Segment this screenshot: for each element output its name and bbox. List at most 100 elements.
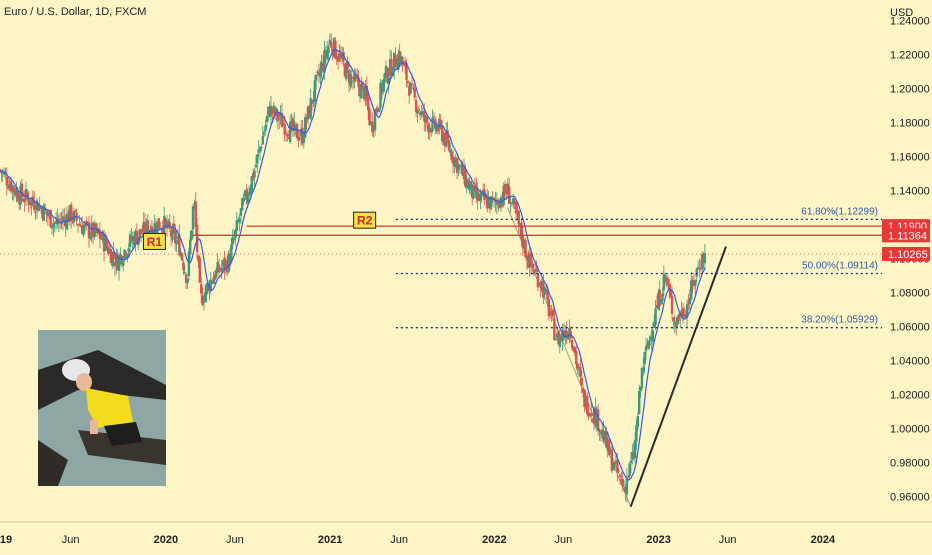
candle-body — [210, 282, 214, 284]
candle-body — [584, 395, 588, 406]
candle-body — [287, 137, 290, 139]
candle-body — [135, 231, 139, 244]
candle-body — [681, 308, 685, 318]
candle-body — [15, 189, 18, 196]
candle-body — [368, 109, 371, 125]
candle-body — [375, 108, 378, 112]
candle-body — [543, 287, 546, 295]
candle-body — [165, 220, 169, 229]
candle-body — [321, 63, 325, 71]
price-tick-label: 1.24000 — [890, 15, 930, 27]
candle-body — [401, 57, 404, 65]
candle-body — [12, 186, 15, 192]
candle-body — [436, 126, 440, 132]
candle-body — [575, 351, 578, 365]
candle-body — [282, 124, 285, 126]
candle-body — [555, 333, 559, 339]
candle-body — [212, 277, 215, 284]
candle-body — [87, 222, 91, 239]
candle-body — [372, 128, 375, 131]
candle-body — [291, 118, 295, 131]
candle-body — [408, 86, 411, 96]
candle-body — [286, 134, 289, 137]
fib-level-label: 61.80%(1.12299) — [801, 206, 878, 217]
candle-body — [369, 121, 373, 123]
candle-body — [454, 159, 457, 161]
candle-body — [542, 282, 545, 298]
candle-body — [195, 224, 199, 253]
candle-body — [570, 340, 574, 349]
candle-body — [672, 317, 675, 322]
candle-body — [305, 120, 308, 122]
candle-body — [343, 64, 347, 77]
candle-body — [438, 118, 441, 129]
candle-body — [379, 82, 382, 108]
candle-body — [284, 131, 288, 133]
candle-body — [524, 240, 527, 258]
candle-body — [429, 129, 433, 133]
candle-body — [421, 111, 425, 114]
time-tick-label: Jun — [226, 534, 244, 546]
candle-body — [74, 210, 77, 212]
candle-body — [141, 232, 144, 234]
candle-body — [614, 459, 618, 461]
candle-body — [108, 249, 111, 253]
candle-body — [130, 236, 133, 242]
candle-body — [308, 105, 311, 117]
level-label-box — [353, 211, 377, 229]
candle-body — [5, 176, 9, 186]
candle-body — [595, 409, 598, 427]
candle-body — [488, 196, 492, 209]
candle-body — [535, 269, 538, 272]
candle-body — [245, 189, 248, 200]
candle-body — [234, 230, 237, 238]
candle-body — [193, 203, 196, 205]
candle-body — [34, 212, 37, 214]
candle-body — [143, 222, 147, 235]
price-tick-label: 1.06000 — [890, 321, 930, 333]
candle-body — [230, 244, 233, 262]
candle-body — [666, 278, 670, 286]
candle-body — [46, 212, 50, 217]
candle-body — [27, 198, 30, 206]
candle-body — [544, 290, 548, 292]
candle-body — [410, 83, 414, 85]
candle-body — [65, 213, 69, 230]
candle-body — [621, 478, 624, 487]
candle-body — [399, 55, 403, 64]
candle-body — [636, 415, 640, 427]
candle-body — [48, 212, 51, 216]
candle-body — [657, 292, 660, 310]
candle-body — [320, 62, 323, 72]
candle-body — [406, 81, 410, 84]
price-tick-label: 0.98000 — [890, 457, 930, 469]
candle-body — [117, 255, 121, 271]
candle-body — [350, 76, 353, 79]
candle-body — [425, 117, 429, 124]
candle-body — [483, 190, 486, 200]
candle-body — [252, 172, 255, 179]
fib-level-label: 38.20%(1.05929) — [801, 315, 878, 326]
candle-body — [317, 73, 321, 76]
candle-body — [617, 470, 620, 472]
price-tag — [882, 228, 930, 243]
candle-body — [529, 252, 533, 266]
price-tick-label: 1.22000 — [890, 49, 930, 61]
candle-body — [490, 196, 493, 208]
candle-body — [465, 179, 468, 189]
candle-body — [395, 67, 399, 69]
time-tick-label: 2024 — [811, 534, 836, 546]
candle-body — [536, 272, 540, 288]
candle-body — [293, 121, 296, 131]
price-tick-label: 1.16000 — [890, 151, 930, 163]
candle-body — [487, 198, 490, 207]
candle-body — [194, 201, 197, 228]
candle-body — [506, 183, 509, 195]
inset-illustration — [38, 330, 166, 486]
candle-body — [346, 61, 349, 68]
candle-body — [609, 449, 612, 454]
candle-body — [472, 185, 475, 199]
candle-body — [376, 109, 379, 111]
candle-body — [383, 73, 386, 83]
candle-body — [679, 319, 682, 321]
